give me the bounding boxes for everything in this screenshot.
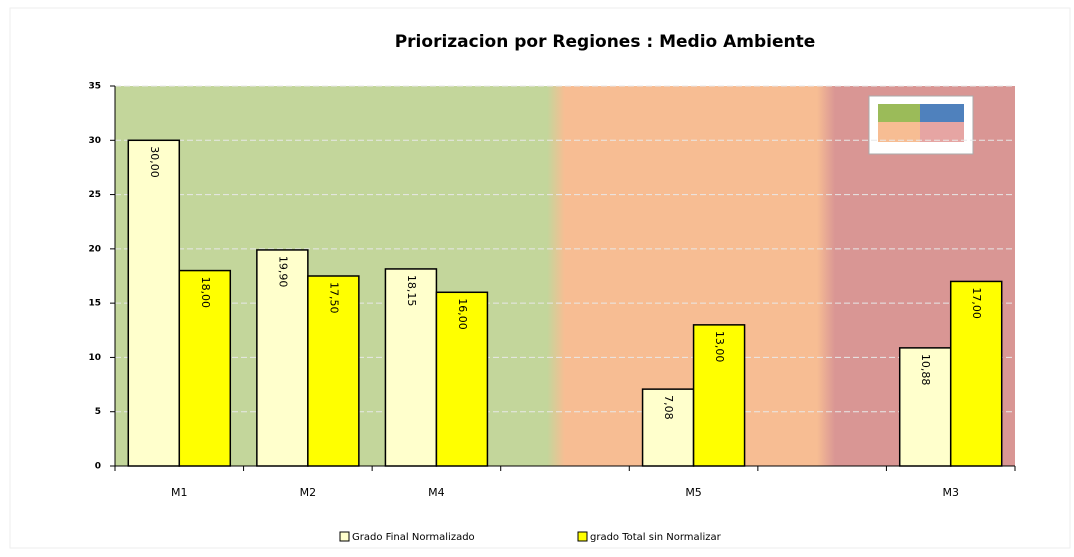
legend: Grado Final Normalizado grado Total sin N… [339,531,722,543]
chart-title: Priorizacion por Regiones : Medio Ambien… [395,32,816,52]
y-tick-label: 15 [88,299,101,309]
y-tick-label: 0 [95,462,101,472]
legend-label: Grado Final Normalizado [352,532,475,543]
value-label: 19,90 [276,256,289,288]
bar [435,291,489,467]
y-tick-label: 35 [88,82,101,92]
x-tick-label: M3 [942,486,959,499]
x-tick-label: M4 [428,486,445,499]
legend-swatch [577,531,588,542]
value-label: 17,50 [327,282,340,314]
bar [641,388,695,467]
value-label: 10,88 [919,354,932,386]
thumbnail-area [878,122,920,142]
value-label: 30,00 [148,146,161,178]
x-tick-label: M5 [685,486,702,499]
bar [127,139,181,467]
thumbnail-area [920,122,964,142]
x-tick-label: M2 [300,486,317,499]
y-tick-label: 25 [88,190,101,200]
bar [307,275,360,467]
thumbnail-area [920,104,964,122]
bar [256,249,309,467]
bar [692,324,746,467]
thumbnail-area [878,104,920,122]
y-tick-label: 30 [88,136,101,146]
value-label: 18,15 [405,275,418,307]
y-tick-label: 5 [95,407,101,417]
y-tick-label: 20 [88,244,101,254]
thumbnail [868,95,974,155]
value-label: 13,00 [713,331,726,363]
y-tick-label: 10 [88,353,101,363]
bar [384,268,438,467]
value-label: 16,00 [456,298,469,330]
legend-label: grado Total sin Normalizar [590,532,722,543]
bar [178,269,232,467]
x-tick-label: M1 [171,486,188,499]
value-label: 17,00 [970,287,983,319]
bar [949,280,1003,467]
legend-swatch [339,531,350,542]
value-label: 18,00 [199,277,212,309]
value-label: 7,08 [662,395,675,420]
